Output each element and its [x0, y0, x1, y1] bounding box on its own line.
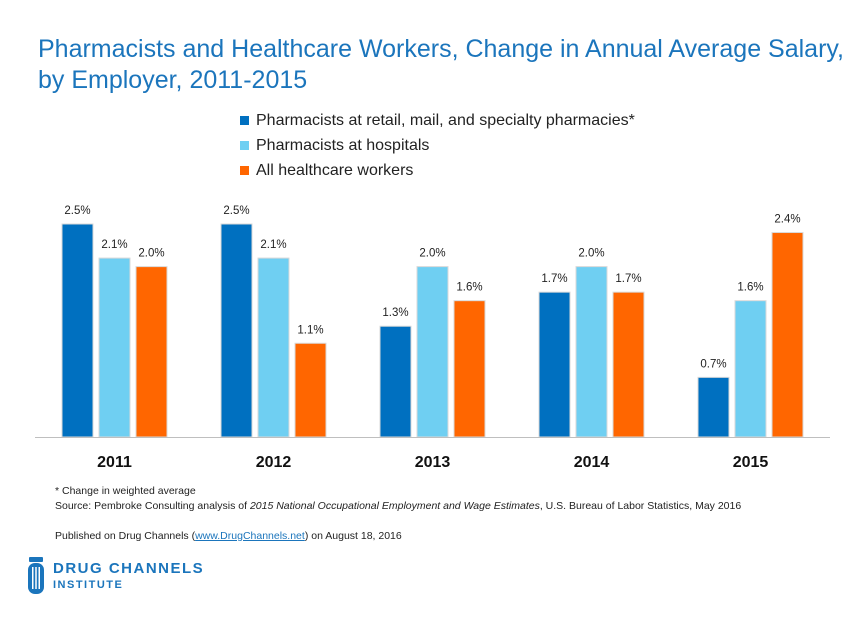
data-label-2013-series-2: 2.0% — [419, 248, 445, 260]
pill-bottle-icon — [28, 557, 44, 594]
data-label-2011-series-3: 2.0% — [138, 248, 164, 260]
data-label-2013-series-1: 1.3% — [382, 307, 408, 319]
footnote-asterisk: * Change in weighted average — [55, 485, 196, 497]
bar-2013-series-1 — [379, 325, 412, 438]
data-label-2012-series-1: 2.5% — [223, 205, 249, 217]
category-label-2012: 2012 — [256, 454, 292, 471]
source-suffix: , U.S. Bureau of Labor Statistics, May 2… — [539, 500, 742, 512]
data-label-2011-series-1: 2.5% — [64, 205, 90, 217]
category-label-2014: 2014 — [574, 454, 610, 471]
published-prefix: Published on Drug Channels ( — [55, 530, 196, 542]
data-label-2014-series-3: 1.7% — [615, 273, 641, 285]
legend-swatch-hospital — [240, 141, 249, 150]
legend-swatch-healthcare — [240, 166, 249, 175]
source-prefix: Source: Pembroke Consulting analysis of — [55, 500, 250, 512]
bar-2014-series-1 — [538, 291, 571, 438]
legend-label-healthcare: All healthcare workers — [256, 161, 414, 179]
chart-title: Pharmacists and Healthcare Workers, Chan… — [38, 35, 844, 94]
legend-item-retail: Pharmacists at retail, mail, and special… — [240, 108, 635, 133]
legend-swatch-retail — [240, 116, 249, 125]
bar-2011-series-3 — [135, 266, 168, 438]
bar-2013-series-2 — [416, 266, 449, 438]
data-label-2015-series-3: 2.4% — [774, 214, 800, 226]
bar-2012-series-1 — [220, 223, 253, 438]
data-label-2015-series-1: 0.7% — [700, 358, 726, 370]
legend-item-healthcare: All healthcare workers — [240, 158, 635, 183]
logo-line2: INSTITUTE — [53, 579, 124, 591]
bar-2011-series-1 — [61, 223, 94, 438]
bar-2014-series-3 — [612, 291, 645, 438]
legend-label-hospital: Pharmacists at hospitals — [256, 136, 430, 154]
data-label-2014-series-2: 2.0% — [578, 248, 604, 260]
data-label-2012-series-3: 1.1% — [297, 324, 323, 336]
bar-2013-series-3 — [453, 300, 486, 438]
data-label-2012-series-2: 2.1% — [260, 239, 286, 251]
category-label-2015: 2015 — [733, 454, 769, 471]
footnote-source: Source: Pembroke Consulting analysis of … — [55, 500, 741, 512]
bar-2015-series-2 — [734, 300, 767, 438]
bar-2014-series-2 — [575, 266, 608, 438]
published-suffix: ) on August 18, 2016 — [304, 530, 402, 542]
legend-label-retail: Pharmacists at retail, mail, and special… — [256, 111, 635, 129]
data-label-2014-series-1: 1.7% — [541, 273, 567, 285]
data-label-2011-series-2: 2.1% — [101, 239, 127, 251]
data-label-2015-series-2: 1.6% — [737, 282, 763, 294]
category-label-2013: 2013 — [415, 454, 451, 471]
bar-2012-series-3 — [294, 342, 327, 438]
data-label-2013-series-3: 1.6% — [456, 282, 482, 294]
drugchannels-link[interactable]: www.DrugChannels.net — [195, 530, 305, 542]
bar-2012-series-2 — [257, 257, 290, 438]
logo: DRUG CHANNELS INSTITUTE — [28, 557, 204, 595]
legend-item-hospital: Pharmacists at hospitals — [240, 133, 635, 158]
bar-2011-series-2 — [98, 257, 131, 438]
bar-chart: 2.5% 2.1% 2.0% 2011 2.5% 2.1% 1.1% 2012 1.3% 2.0%… — [35, 205, 830, 471]
bar-2015-series-1 — [697, 376, 730, 438]
source-title: 2015 National Occupational Employment an… — [249, 500, 540, 512]
legend: Pharmacists at retail, mail, and special… — [240, 108, 635, 183]
category-label-2011: 2011 — [97, 454, 132, 471]
logo-line1: DRUG CHANNELS — [53, 560, 205, 577]
footnote-published: Published on Drug Channels (www.DrugChan… — [55, 530, 402, 542]
bar-2015-series-3 — [771, 232, 804, 438]
